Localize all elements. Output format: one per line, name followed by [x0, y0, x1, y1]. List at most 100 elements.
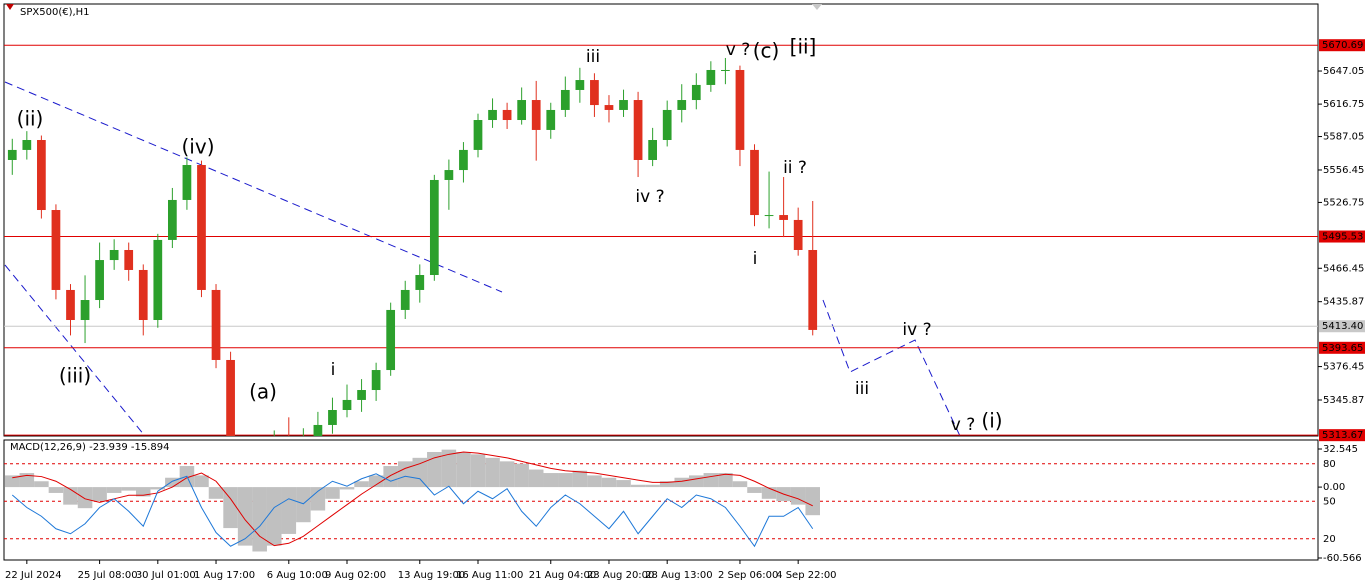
candle-body	[779, 215, 788, 220]
candle-body	[37, 140, 46, 211]
trendline	[4, 81, 503, 293]
y-tick-label: 5587.05	[1323, 132, 1364, 143]
candle-body	[211, 289, 221, 360]
scroll-marker	[812, 4, 822, 10]
candle-body	[633, 100, 643, 160]
level-label-box	[1319, 429, 1365, 442]
histogram-bar	[223, 487, 238, 529]
histogram-bar	[135, 487, 151, 497]
histogram-bar	[514, 463, 529, 488]
histogram-bar	[252, 487, 267, 552]
wave-label: i	[331, 360, 336, 380]
level-label-box	[1319, 39, 1365, 52]
candle-body	[51, 210, 61, 290]
y-tick-label: 5376.45	[1323, 362, 1364, 373]
histogram-bar	[485, 457, 500, 488]
histogram-bar	[92, 487, 107, 502]
indicator-line	[11, 473, 814, 548]
wave-label: (ii)	[17, 107, 44, 131]
histogram-bar	[689, 475, 704, 488]
candle-body	[95, 260, 104, 301]
symbol-icon	[6, 4, 14, 10]
level-label: 5393.65	[1322, 343, 1363, 354]
candle-body	[7, 149, 17, 160]
candle-body	[182, 165, 192, 200]
y-tick-label: 5616.75	[1323, 99, 1364, 110]
candle-body	[138, 269, 148, 321]
axes: 5647.05 5616.75 5587.05 5556.45 5526.75 5466.…	[5, 39, 1365, 581]
y-tick-label: 5647.05	[1323, 66, 1364, 77]
candle-body	[560, 89, 570, 110]
level-label: 5495.53	[1322, 232, 1363, 243]
y-tick-label: 32.545	[1323, 444, 1358, 455]
main-plot	[4, 44, 1318, 436]
histogram-bar	[805, 487, 820, 516]
main-panel	[3, 3, 1319, 437]
candle-body	[109, 249, 119, 261]
histogram-bar	[397, 461, 413, 488]
x-tick-label: 23 Aug 20:00	[587, 570, 654, 581]
histogram-bar	[121, 487, 136, 491]
wave-label: (a)	[249, 380, 277, 404]
y-tick-label: 5526.75	[1323, 197, 1364, 208]
projection-path	[822, 299, 961, 436]
wave-label: (iii)	[59, 364, 91, 388]
candle-body	[22, 140, 32, 150]
wave-label: i	[753, 249, 758, 269]
candle-body	[429, 179, 439, 276]
x-tick-label: 9 Aug 02:00	[325, 570, 386, 581]
histogram-bar	[77, 487, 93, 509]
candle-body	[168, 199, 177, 240]
histogram-bar	[5, 475, 20, 488]
level-label: 5413.40	[1322, 321, 1363, 332]
histogram-bar	[165, 477, 180, 488]
histogram-bar	[616, 480, 631, 488]
wave-label: ii ?	[783, 158, 807, 178]
candle-body	[546, 109, 556, 130]
histogram-bar	[339, 487, 355, 490]
histogram-bar	[499, 461, 515, 488]
candle-body	[342, 399, 352, 411]
trendline	[4, 264, 146, 436]
histogram-bar	[427, 451, 442, 488]
candle-body	[313, 424, 323, 436]
level-label-box	[1319, 341, 1365, 354]
histogram-bar	[543, 473, 559, 488]
y-tick-label: 0.00	[1323, 482, 1345, 493]
histogram-bar	[558, 473, 573, 488]
x-tick-label: 28 Aug 13:00	[645, 570, 712, 581]
histogram-bar	[48, 487, 64, 493]
histogram-bar	[296, 487, 311, 523]
x-tick-label: 22 Jul 2024	[5, 570, 62, 581]
wave-label: iv ?	[902, 320, 931, 340]
histogram-bar	[208, 487, 224, 499]
candle-body	[662, 109, 672, 141]
candle-body	[721, 69, 730, 71]
y-tick-label: 5345.87	[1323, 395, 1364, 406]
y-tick-label: 5466.45	[1323, 263, 1364, 274]
histogram-bar	[470, 454, 486, 488]
candle-body	[764, 215, 774, 217]
histogram-bar	[266, 487, 282, 546]
y-tick-label: 5435.87	[1323, 297, 1364, 308]
candle-body	[502, 109, 512, 121]
x-tick-label: 1 Aug 17:00	[194, 570, 255, 581]
histogram-bar	[368, 475, 384, 488]
indicator-plot	[4, 449, 1318, 552]
y2-tick-label: 50	[1323, 496, 1336, 507]
histogram-bar	[441, 449, 457, 488]
histogram-bar	[601, 477, 617, 488]
x-tick-label: 2 Sep 06:00	[718, 570, 778, 581]
candle-body	[604, 105, 614, 110]
wave-label: iv ?	[635, 187, 664, 207]
x-tick-label: 16 Aug 11:00	[456, 570, 523, 581]
histogram-bar	[106, 487, 122, 493]
x-tick-label: 4 Sep 22:00	[776, 570, 836, 581]
wave-label: v ?	[951, 415, 976, 435]
histogram-bar	[412, 457, 428, 488]
candle-body	[488, 109, 497, 121]
indicator-title: MACD(12,26,9) -23.939 -15.894	[10, 442, 170, 453]
wave-label: v ?	[726, 40, 751, 60]
histogram-bar	[747, 487, 762, 493]
